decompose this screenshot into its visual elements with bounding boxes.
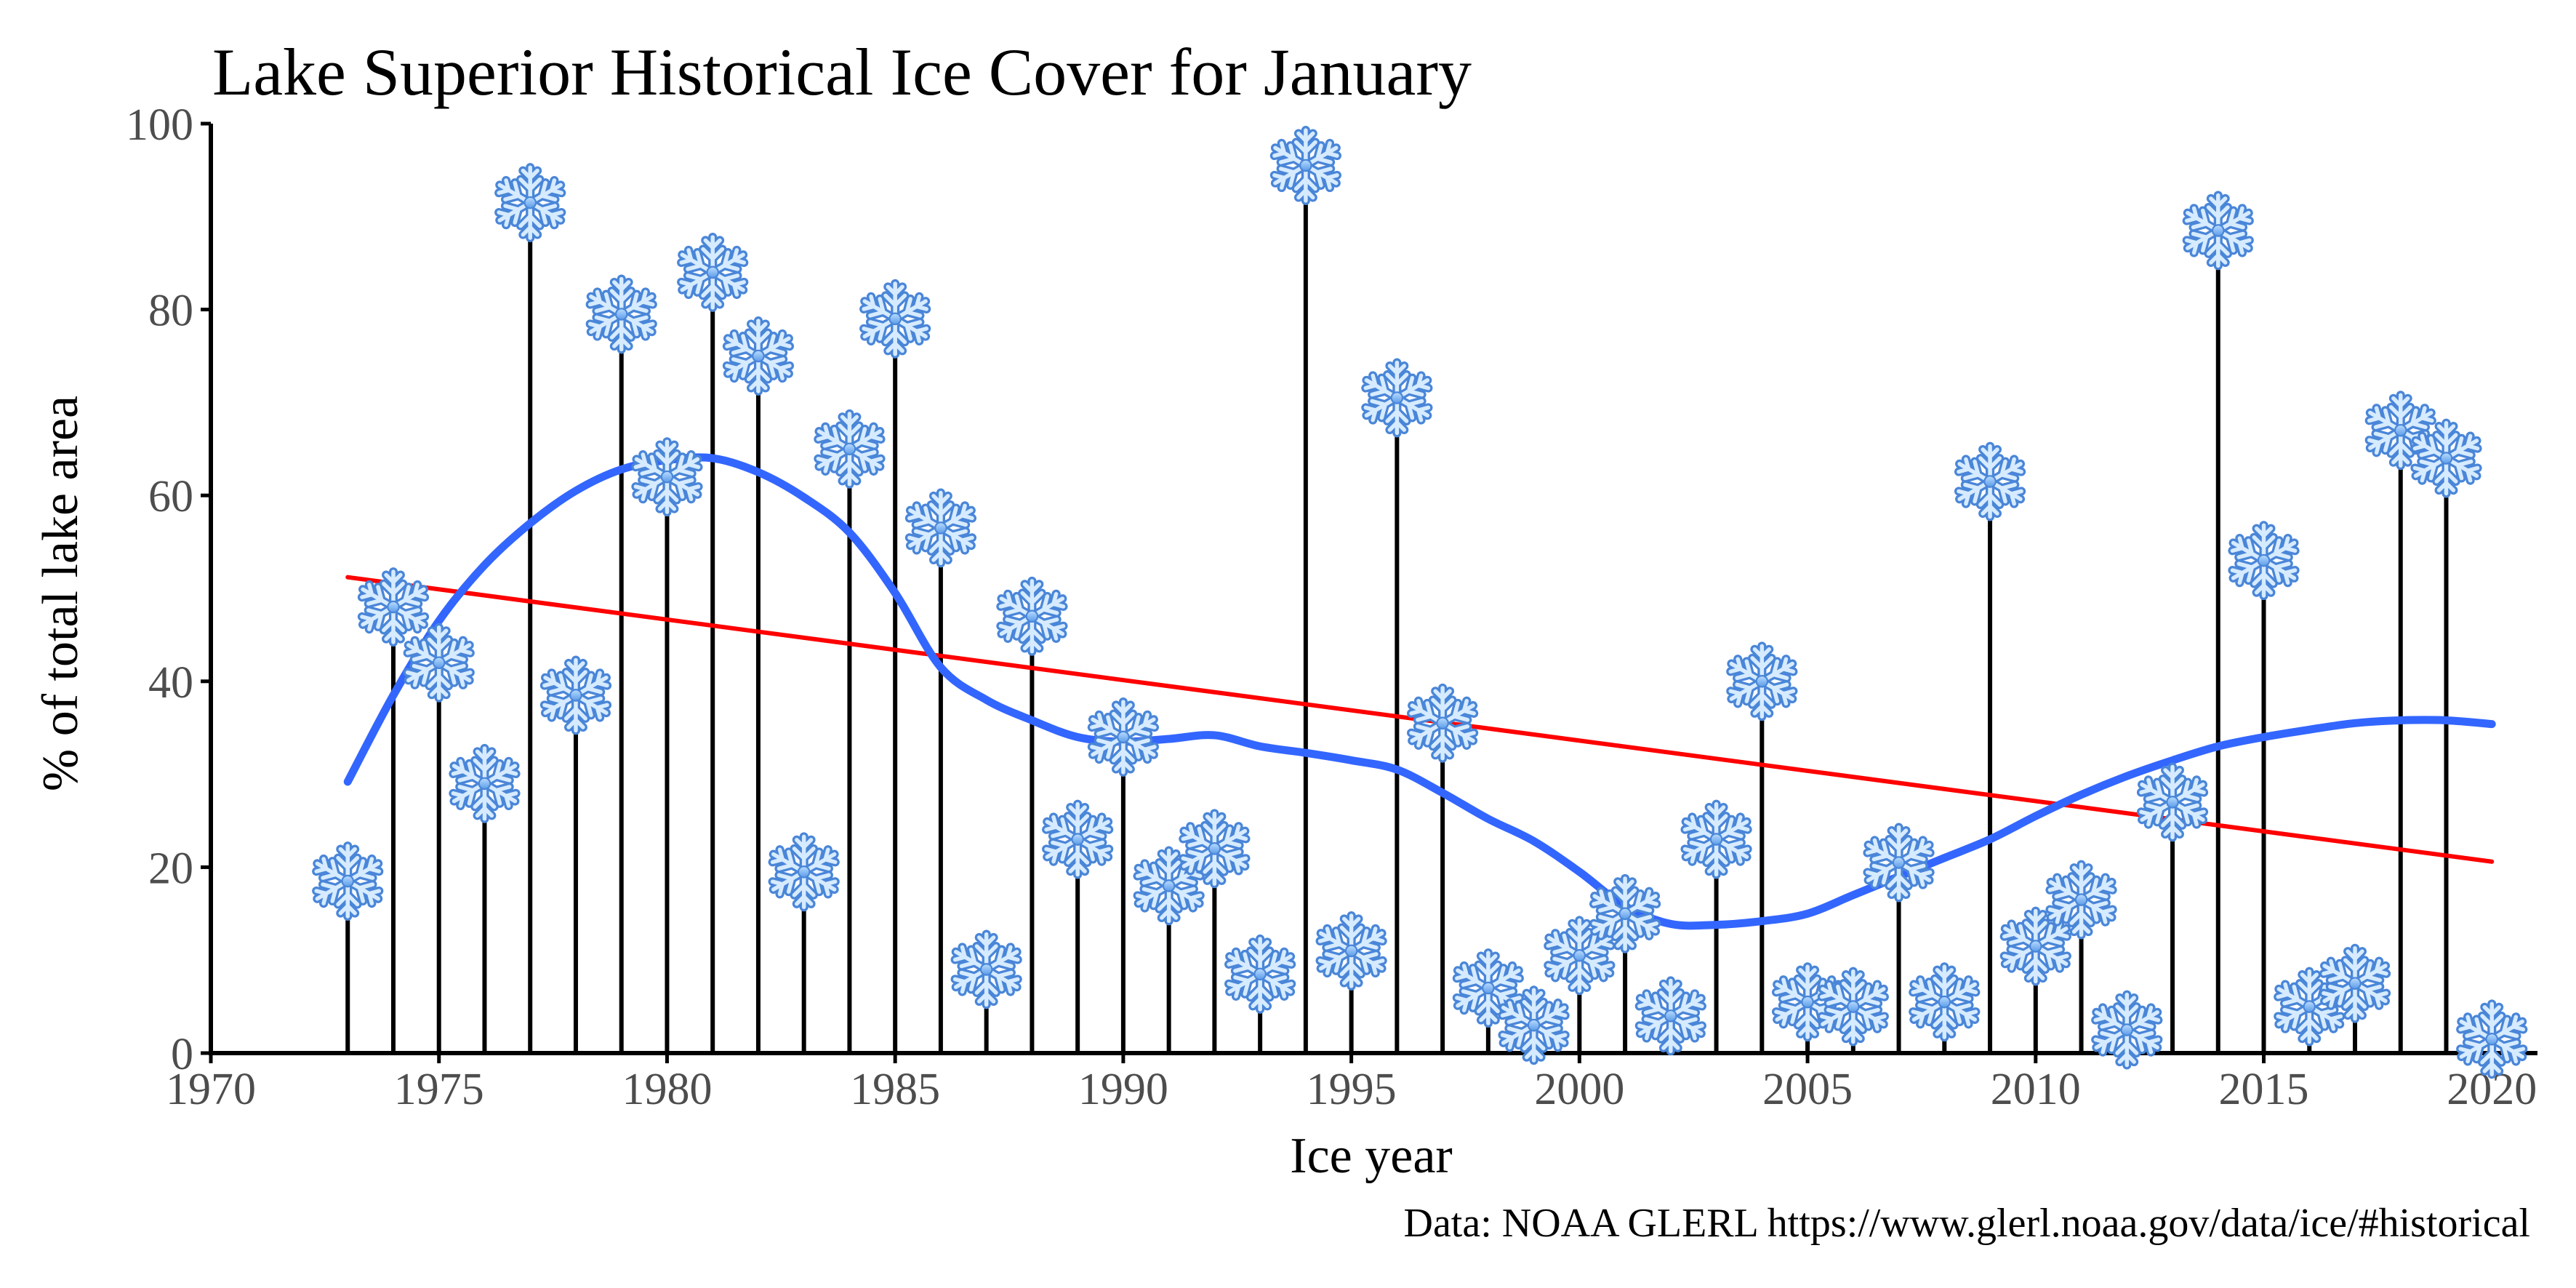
snowflake-icon [1225, 939, 1296, 1009]
snowflake-icon [1863, 828, 1934, 898]
y-tick-label: 40 [148, 658, 193, 708]
snowflake-icon [495, 167, 566, 238]
snowflake-icon [951, 935, 1022, 1005]
snowflake-icon [404, 628, 474, 698]
x-tick-label: 1985 [850, 1065, 940, 1114]
snowflake-icon [449, 748, 520, 819]
snowflake-icon [540, 660, 611, 731]
x-tick-label: 2005 [1762, 1065, 1853, 1114]
chart-title: Lake Superior Historical Ice Cover for J… [212, 35, 1472, 109]
data-source-caption: Data: NOAA GLERL https://www.glerl.noaa.… [1404, 1201, 2531, 1246]
snowflake-icon [1362, 363, 1432, 433]
snowflake-icon [1635, 980, 1706, 1051]
snowflake-icon [2228, 525, 2299, 596]
snowflake-icon [1179, 813, 1250, 884]
snowflake-icon [313, 846, 383, 916]
x-tick-label: 1970 [166, 1065, 256, 1114]
snowflake-icon [1043, 804, 1113, 875]
snowflake-icon [1909, 967, 1980, 1037]
snowflake-icon [1955, 447, 2026, 517]
snowflake-icon [2138, 767, 2208, 838]
x-tick-label: 1980 [622, 1065, 712, 1114]
snowflake-icon [2092, 995, 2162, 1065]
plot-area: 0 20 40 60 80 100 1970 1975 1980 1985 1990 1995 2000… [126, 100, 2537, 1114]
snowflake-icon [358, 572, 428, 642]
x-axis-label: Ice year [1290, 1128, 1452, 1184]
x-tick-label: 2000 [1534, 1065, 1624, 1114]
x-tick-label: 1990 [1078, 1065, 1168, 1114]
y-tick-label: 60 [148, 472, 193, 521]
snowflake-icon [1590, 879, 1661, 949]
snowflake-icon [2457, 1004, 2527, 1074]
snowflake-icon [1270, 130, 1341, 201]
snowflake-icon [632, 441, 702, 512]
y-tick-label: 80 [148, 287, 193, 336]
snowflake-icon [1681, 804, 1752, 875]
snowflake-icon [860, 284, 931, 354]
snowflake-icon [678, 237, 748, 308]
snowflake-icon [1408, 688, 1478, 759]
smooth-curve [343, 453, 2496, 930]
y-tick-label: 0 [171, 1030, 193, 1079]
x-tick-label: 1995 [1307, 1065, 1397, 1114]
snowflake-icon [586, 279, 657, 350]
snowflake-icon [814, 414, 885, 484]
snowflake-icon [769, 836, 839, 907]
snowflake-icon [2183, 196, 2253, 266]
y-tick-label: 20 [148, 844, 193, 893]
y-tick-label: 100 [126, 100, 193, 150]
y-axis-label: % of total lake area [33, 396, 89, 791]
snowflake-icon [905, 493, 976, 564]
x-tick-label: 1975 [394, 1065, 484, 1114]
snowflake-icon [1088, 702, 1158, 772]
x-tick-label: 2015 [2219, 1065, 2309, 1114]
snowflake-icon [2320, 948, 2391, 1019]
snowflake-icon [2046, 865, 2116, 935]
x-tick-label: 2010 [1991, 1065, 2081, 1114]
snowflake-icon [1498, 990, 1569, 1060]
snowflake-icon [2411, 423, 2481, 494]
snowflake-icon [997, 581, 1067, 652]
snowflake-icon [1316, 916, 1387, 986]
snowflake-icon [723, 321, 793, 391]
snowflake-icon [1727, 646, 1797, 716]
snowflake-icon [1818, 972, 1888, 1042]
